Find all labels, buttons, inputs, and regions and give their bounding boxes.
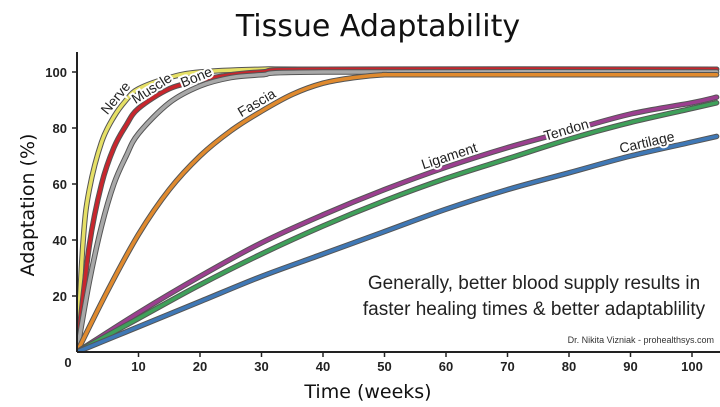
y-tick-label: 80 <box>53 121 67 136</box>
y-tick-label: 100 <box>45 65 67 80</box>
x-axis-label: Time (weeks) <box>303 381 431 403</box>
annotation-line-1: Generally, better blood supply results i… <box>368 273 700 294</box>
series-muscle <box>77 66 720 352</box>
series-cartilage <box>77 133 720 352</box>
x-tick-label: 20 <box>193 359 207 374</box>
x-tick-label: 10 <box>131 359 145 374</box>
y-tick-label: 40 <box>53 233 67 248</box>
x-tick-label: 100 <box>681 359 703 374</box>
x-tick-label: 0 <box>64 355 71 370</box>
credit-text: Dr. Nikita Vizniak - prohealthsys.com <box>568 335 714 345</box>
series-fascia <box>77 71 720 352</box>
series-curves <box>77 66 720 352</box>
y-tick-label: 60 <box>53 177 67 192</box>
x-tick-label: 70 <box>500 359 514 374</box>
series-ligament <box>77 94 720 352</box>
x-tick-label: 50 <box>377 359 391 374</box>
series-cartilage-line <box>77 134 719 352</box>
x-tick-label: 80 <box>562 359 576 374</box>
series-bone <box>77 69 720 352</box>
series-tendon-line <box>77 101 719 352</box>
y-tick-label: 20 <box>53 289 67 304</box>
tick-labels: 0 10 20 30 40 50 60 70 80 90 100 20 40 60 80 100 <box>45 65 703 374</box>
series-ligament-line <box>77 95 719 352</box>
chart-title: Tissue Adaptability <box>235 9 520 44</box>
x-tick-label: 90 <box>623 359 637 374</box>
series-bone-line <box>77 70 719 352</box>
series-tendon <box>77 100 720 352</box>
x-tick-label: 60 <box>439 359 453 374</box>
y-axis-label: Adaptation (%) <box>17 134 39 277</box>
series-muscle-line <box>77 67 719 352</box>
x-tick-label: 30 <box>254 359 268 374</box>
axes <box>72 52 720 357</box>
annotation-line-2: faster healing times & better adaptablil… <box>363 299 706 320</box>
series-fascia-line <box>77 72 719 352</box>
x-tick-label: 40 <box>316 359 330 374</box>
